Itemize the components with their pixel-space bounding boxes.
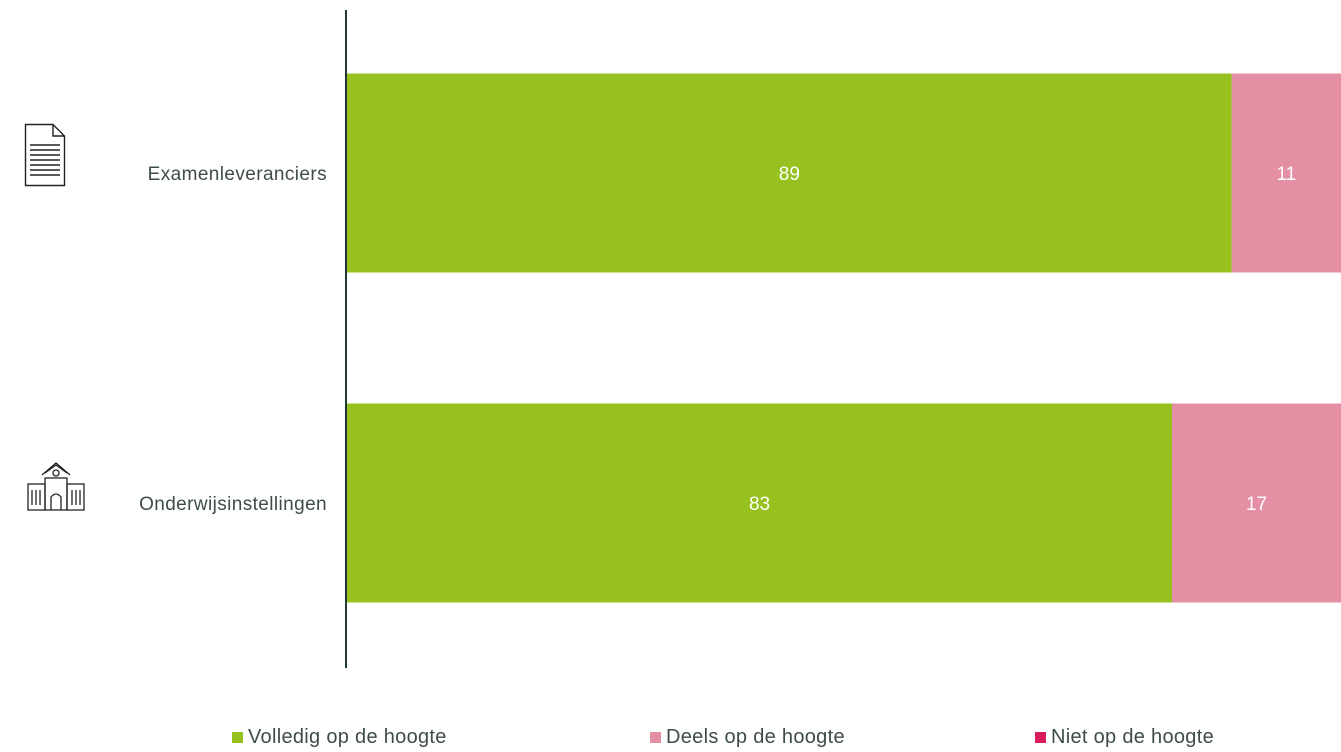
data-label: 17: [1246, 494, 1267, 515]
bar-segment: [1231, 73, 1341, 273]
legend-item: Deels op de hoogte: [650, 726, 845, 749]
bar-segment: [1172, 403, 1341, 603]
bar-segment: [347, 403, 1173, 603]
category-label: Onderwijsinstellingen: [139, 494, 327, 515]
legend: Volledig op de hoogte Deels op de hoogte N…: [0, 726, 1341, 752]
school-building-icon: [27, 462, 85, 511]
legend-label: Volledig op de hoogte: [248, 726, 447, 748]
bar-segment: [347, 73, 1232, 273]
legend-swatch: [1035, 732, 1046, 743]
data-label: 83: [749, 494, 770, 515]
data-label: 11: [1276, 164, 1296, 185]
legend-swatch: [650, 732, 661, 743]
legend-item: Volledig op de hoogte: [232, 726, 447, 749]
legend-item: Niet op de hoogte: [1035, 726, 1214, 749]
legend-label: Deels op de hoogte: [666, 726, 845, 748]
legend-swatch: [232, 732, 243, 743]
data-label: 89: [779, 164, 800, 185]
category-label: Examenleveranciers: [148, 164, 327, 185]
document-icon: [24, 123, 66, 187]
legend-label: Niet op de hoogte: [1051, 726, 1215, 748]
